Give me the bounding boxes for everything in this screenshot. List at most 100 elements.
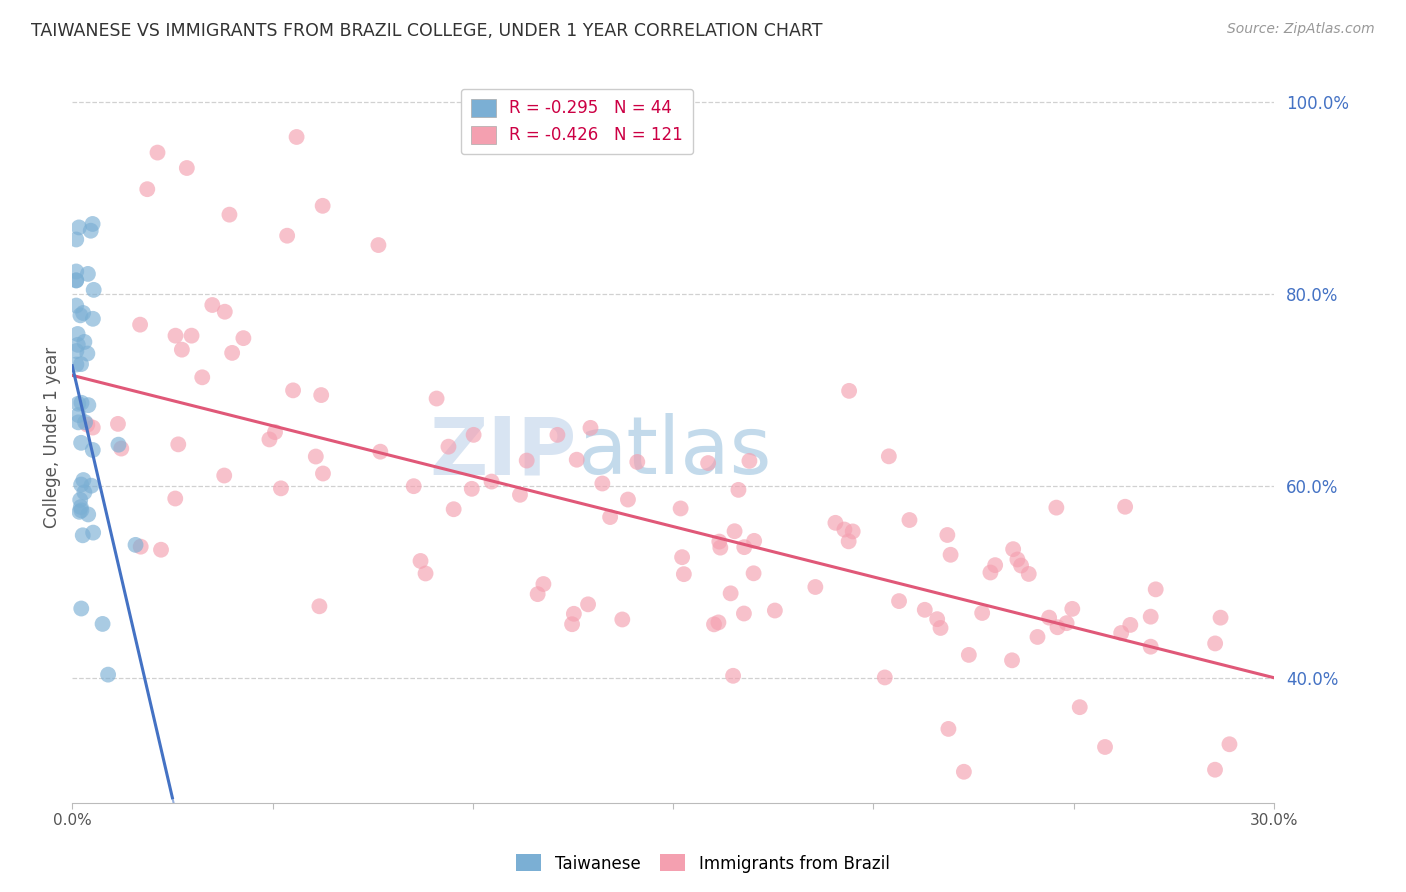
Point	[546, 427, 568, 442]
Point	[72, 473, 94, 487]
Point	[1109, 626, 1132, 640]
Point	[259, 433, 281, 447]
Point	[824, 516, 846, 530]
Point	[707, 615, 730, 630]
Point	[1139, 609, 1161, 624]
Point	[69, 500, 91, 514]
Point	[1026, 630, 1049, 644]
Point	[180, 328, 202, 343]
Point	[953, 764, 976, 779]
Point	[167, 437, 190, 451]
Point	[65, 264, 87, 278]
Point	[77, 508, 100, 522]
Point	[526, 587, 548, 601]
Point	[939, 548, 962, 562]
Point	[415, 566, 437, 581]
Point	[1139, 640, 1161, 654]
Point	[1018, 566, 1040, 581]
Point	[887, 594, 910, 608]
Point	[723, 524, 745, 539]
Point	[308, 599, 330, 614]
Point	[70, 396, 93, 410]
Point	[838, 534, 860, 549]
Point	[67, 408, 90, 422]
Text: ZIP: ZIP	[430, 413, 576, 491]
Point	[66, 326, 89, 341]
Point	[76, 417, 98, 432]
Point	[873, 670, 896, 684]
Point	[82, 442, 104, 457]
Point	[218, 208, 240, 222]
Point	[72, 306, 94, 320]
Point	[742, 566, 765, 581]
Point	[305, 450, 328, 464]
Point	[838, 384, 860, 398]
Point	[65, 299, 87, 313]
Point	[67, 505, 90, 519]
Text: TAIWANESE VS IMMIGRANTS FROM BRAZIL COLLEGE, UNDER 1 YEAR CORRELATION CHART: TAIWANESE VS IMMIGRANTS FROM BRAZIL COLL…	[31, 22, 823, 40]
Point	[914, 603, 936, 617]
Point	[576, 598, 599, 612]
Text: Source: ZipAtlas.com: Source: ZipAtlas.com	[1227, 22, 1375, 37]
Point	[516, 453, 538, 467]
Point	[1010, 558, 1032, 573]
Point	[73, 485, 96, 500]
Point	[463, 428, 485, 442]
Point	[579, 421, 602, 435]
Point	[82, 420, 104, 434]
Legend: Taiwanese, Immigrants from Brazil: Taiwanese, Immigrants from Brazil	[510, 847, 896, 880]
Legend: R = -0.295   N = 44, R = -0.426   N = 121: R = -0.295 N = 44, R = -0.426 N = 121	[461, 88, 693, 154]
Point	[437, 440, 460, 454]
Point	[703, 617, 725, 632]
Point	[733, 540, 755, 554]
Point	[110, 442, 132, 456]
Point	[146, 145, 169, 160]
Point	[1056, 616, 1078, 631]
Point	[1045, 500, 1067, 515]
Point	[212, 468, 235, 483]
Point	[201, 298, 224, 312]
Point	[170, 343, 193, 357]
Point	[91, 616, 114, 631]
Point	[804, 580, 827, 594]
Point	[929, 621, 952, 635]
Point	[80, 478, 103, 492]
Point	[1204, 763, 1226, 777]
Point	[67, 415, 90, 429]
Point	[232, 331, 254, 345]
Text: atlas: atlas	[576, 413, 772, 491]
Point	[733, 607, 755, 621]
Point	[311, 199, 333, 213]
Point	[165, 328, 187, 343]
Point	[80, 224, 103, 238]
Point	[1007, 552, 1029, 566]
Point	[877, 450, 900, 464]
Point	[124, 538, 146, 552]
Point	[69, 492, 91, 507]
Point	[481, 475, 503, 489]
Point	[129, 540, 152, 554]
Y-axis label: College, Under 1 year: College, Under 1 year	[44, 347, 60, 528]
Point	[443, 502, 465, 516]
Point	[697, 456, 720, 470]
Point	[763, 603, 786, 617]
Point	[599, 510, 621, 524]
Point	[82, 525, 104, 540]
Point	[720, 586, 742, 600]
Point	[669, 501, 692, 516]
Point	[561, 617, 583, 632]
Point	[72, 528, 94, 542]
Point	[1038, 610, 1060, 624]
Point	[898, 513, 921, 527]
Point	[107, 417, 129, 431]
Point	[67, 397, 90, 411]
Point	[1209, 610, 1232, 624]
Point	[221, 346, 243, 360]
Point	[461, 482, 484, 496]
Point	[1119, 618, 1142, 632]
Point	[1094, 739, 1116, 754]
Point	[1218, 737, 1240, 751]
Point	[672, 567, 695, 582]
Point	[402, 479, 425, 493]
Point	[70, 435, 93, 450]
